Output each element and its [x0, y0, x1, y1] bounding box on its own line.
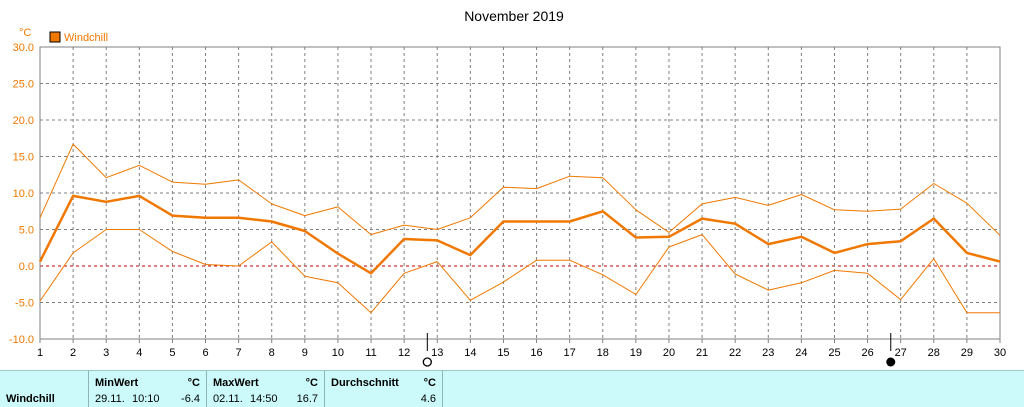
x-tick-label: 23 — [762, 347, 774, 359]
new-moon-icon — [886, 357, 896, 367]
x-tick-label: 10 — [332, 347, 344, 359]
footer-series-label: Windchill — [6, 393, 55, 405]
x-tick-label: 9 — [302, 347, 308, 359]
max-header: MaxWert — [213, 377, 259, 389]
y-tick-label: -5.0 — [15, 298, 34, 310]
x-tick-label: 18 — [597, 347, 609, 359]
x-tick-label: 4 — [136, 347, 142, 359]
y-tick-label: 10.0 — [13, 188, 34, 200]
min-value: -6.4 — [181, 393, 200, 405]
x-tick-label: 21 — [696, 347, 708, 359]
avg-cell: Durchschnitt °C 4.6 — [324, 371, 443, 407]
series-line-windchill — [38, 194, 1001, 275]
x-tick-label: 27 — [895, 347, 907, 359]
max-date: 02.11. — [213, 393, 243, 405]
min-time: 10:10 — [132, 393, 160, 405]
y-unit-label: °C — [19, 27, 31, 39]
y-tick-label: 20.0 — [13, 115, 34, 127]
legend-label: Windchill — [64, 32, 108, 44]
y-tick-label: 25.0 — [13, 79, 34, 91]
min-unit: °C — [187, 377, 200, 389]
x-tick-label: 16 — [530, 347, 542, 359]
max-unit: °C — [305, 377, 318, 389]
max-cell: MaxWert °C 02.11. 14:50 16.7 — [206, 371, 324, 407]
avg-header: Durchschnitt — [331, 377, 399, 389]
x-tick-label: 8 — [269, 347, 275, 359]
y-tick-label: -10.0 — [9, 334, 34, 346]
chart-title: November 2019 — [464, 8, 564, 24]
avg-value: 4.6 — [420, 393, 436, 405]
max-value: 16.7 — [296, 393, 318, 405]
plot-frame — [39, 46, 1001, 340]
x-tick-label: 28 — [928, 347, 940, 359]
x-tick-label: 13 — [431, 347, 443, 359]
max-time: 14:50 — [250, 393, 278, 405]
x-tick-label: 24 — [795, 347, 807, 359]
x-tick-label: 7 — [236, 347, 242, 359]
x-tick-label: 14 — [464, 347, 476, 359]
y-tick-label: 15.0 — [13, 152, 34, 164]
y-tick-label: 0.0 — [19, 261, 34, 273]
x-tick-label: 5 — [169, 347, 175, 359]
x-tick-label: 1 — [37, 347, 43, 359]
x-tick-label: 3 — [103, 347, 109, 359]
x-tick-label: 20 — [663, 347, 675, 359]
series-line-upper — [39, 143, 1001, 236]
stats-footer: Windchill MinWert °C 29.11. 10:10 -6.4 M… — [0, 370, 1024, 407]
y-tick-label: 5.0 — [19, 225, 34, 237]
min-cell: MinWert °C 29.11. 10:10 -6.4 — [88, 371, 206, 407]
series-line-lower — [39, 229, 1000, 314]
x-tick-label: 12 — [398, 347, 410, 359]
min-date: 29.11. — [95, 393, 125, 405]
x-tick-label: 17 — [564, 347, 576, 359]
x-tick-label: 30 — [994, 347, 1006, 359]
x-tick-label: 15 — [497, 347, 509, 359]
avg-unit: °C — [423, 377, 436, 389]
legend-swatch — [49, 31, 61, 43]
y-tick-label: 30.0 — [13, 42, 34, 54]
min-header: MinWert — [95, 377, 139, 389]
x-tick-label: 2 — [70, 347, 76, 359]
x-tick-label: 26 — [861, 347, 873, 359]
x-tick-label: 6 — [202, 347, 208, 359]
x-tick-label: 11 — [365, 347, 376, 359]
chart: November 2019 °C Windchill 30.025.020.01… — [9, 8, 1006, 367]
x-tick-label: 29 — [961, 347, 973, 359]
x-tick-label: 19 — [630, 347, 642, 359]
x-tick-label: 25 — [828, 347, 840, 359]
quarter-moon-icon — [422, 357, 432, 367]
x-tick-label: 22 — [729, 347, 741, 359]
